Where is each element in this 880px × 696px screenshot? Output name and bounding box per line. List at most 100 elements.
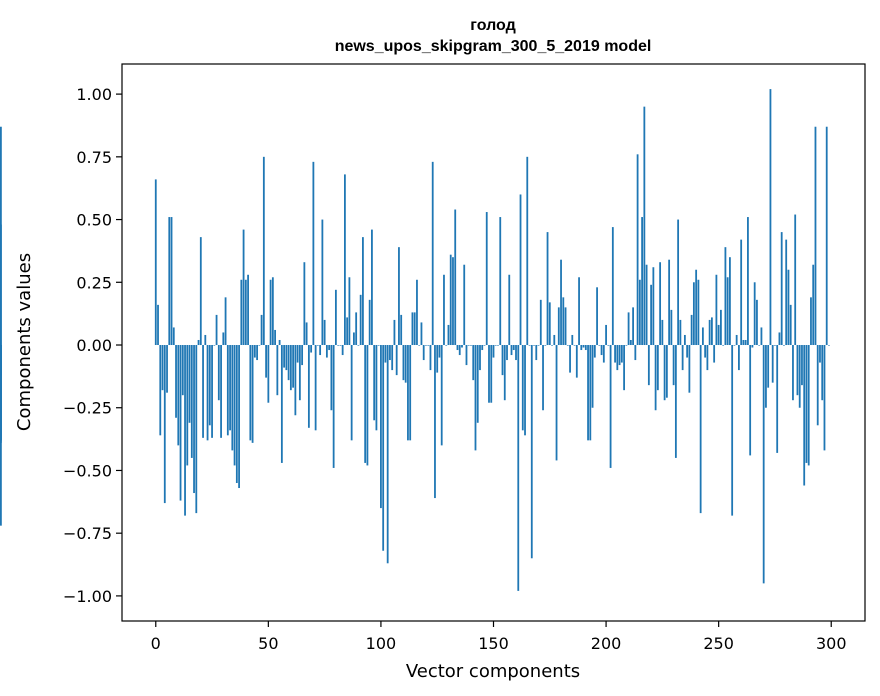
bar-297 <box>823 345 826 451</box>
bar-169 <box>535 345 538 361</box>
bar-157 <box>508 274 511 346</box>
bar-226 <box>663 345 666 401</box>
bar-143 <box>476 345 479 423</box>
x-tick-label: 150 <box>478 634 509 653</box>
y-axis-ticks: −1.00 −0.75 −0.50 −0.25 0.00 0.25 0.50 0.75 1.00 <box>63 85 122 606</box>
bar-266 <box>753 282 756 346</box>
bar-159 <box>512 345 515 351</box>
bar-15 <box>188 345 191 423</box>
bar-80 <box>334 289 337 346</box>
x-tick-label: 300 <box>816 634 847 653</box>
bar-299 <box>828 345 830 346</box>
bar-7 <box>170 217 173 346</box>
bar-27 <box>215 314 218 346</box>
bar-99 <box>377 345 380 346</box>
bar-212 <box>632 307 634 346</box>
bar-295 <box>819 345 821 363</box>
bar-17 <box>193 345 195 494</box>
bar-149 <box>490 345 493 403</box>
bar-151 <box>494 345 497 346</box>
bar-31 <box>224 297 227 346</box>
bar-231 <box>674 345 677 458</box>
bar-198 <box>600 345 603 356</box>
bar-276 <box>776 345 779 453</box>
bar-72 <box>316 345 319 346</box>
bar-49 <box>265 345 267 378</box>
y-tick-label: 0.00 <box>76 336 112 355</box>
bar-242 <box>699 345 702 514</box>
bar-48 <box>262 156 265 346</box>
bar-82 <box>339 345 342 346</box>
bar-104 <box>389 345 391 361</box>
bar-213 <box>634 345 637 361</box>
bar-222 <box>654 345 657 411</box>
bar-170 <box>537 345 540 346</box>
bar-258 <box>735 334 738 346</box>
bar-273 <box>769 89 772 346</box>
bar-24 <box>208 345 211 426</box>
bar-129 <box>445 345 448 346</box>
bars-group <box>0 89 830 591</box>
bar-133 <box>454 209 457 346</box>
bar-76 <box>325 345 328 358</box>
bar-39 <box>242 229 245 345</box>
bar-154 <box>501 345 504 376</box>
bar-38 <box>240 279 243 345</box>
bar-73 <box>319 345 322 356</box>
bar-267 <box>756 299 758 346</box>
bar-195 <box>593 345 596 358</box>
bar-77 <box>328 345 331 351</box>
bar-54 <box>276 345 279 396</box>
bar-53 <box>274 329 276 345</box>
bar-255 <box>729 257 731 346</box>
bar-10 <box>177 345 180 446</box>
bar-274 <box>771 345 774 383</box>
bar-158 <box>510 345 513 356</box>
bar-2 <box>159 345 162 436</box>
bar-28 <box>217 345 220 401</box>
bar-96 <box>371 229 373 345</box>
plot-area-frame <box>121 63 866 622</box>
bar-252 <box>722 345 725 346</box>
x-axis-label: Vector components <box>406 661 580 682</box>
bar-203 <box>611 227 614 346</box>
bar-283 <box>792 345 794 401</box>
bar-1 <box>157 304 159 345</box>
bar-272 <box>767 345 770 388</box>
bar-230 <box>672 345 675 386</box>
bar-114 <box>411 312 414 346</box>
bar-210 <box>627 312 630 346</box>
bar-260 <box>740 239 743 346</box>
bar-59 <box>287 345 290 381</box>
bar-3 <box>161 345 164 391</box>
bar-45 <box>256 345 258 361</box>
bar-214 <box>636 154 639 345</box>
bar-282 <box>789 304 792 345</box>
bar-undefined <box>0 224 2 346</box>
bar-4 <box>163 345 166 504</box>
bar-33 <box>229 345 231 431</box>
bar-280 <box>785 239 788 346</box>
bar-277 <box>778 332 781 346</box>
bar-173 <box>544 345 547 346</box>
bar-293 <box>814 126 817 346</box>
bar-89 <box>355 312 358 346</box>
x-tick-label: 100 <box>366 634 397 653</box>
bar-90 <box>357 345 360 346</box>
bar-141 <box>472 345 475 381</box>
bar-30 <box>222 332 225 346</box>
bar-291 <box>810 297 812 346</box>
bar-180 <box>560 259 562 346</box>
bar-63 <box>296 345 299 363</box>
bar-286 <box>798 345 801 408</box>
y-tick-label: 0.25 <box>76 273 112 292</box>
bar-128 <box>443 274 445 346</box>
bar-132 <box>452 257 454 346</box>
bar-241 <box>697 279 700 345</box>
bar-131 <box>449 254 452 345</box>
bar-66 <box>303 262 306 346</box>
bar-220 <box>650 284 653 346</box>
bar-187 <box>575 345 578 378</box>
bar-207 <box>620 345 623 363</box>
x-axis-ticks: 0 50 100 150 200 250 300 <box>151 621 847 653</box>
